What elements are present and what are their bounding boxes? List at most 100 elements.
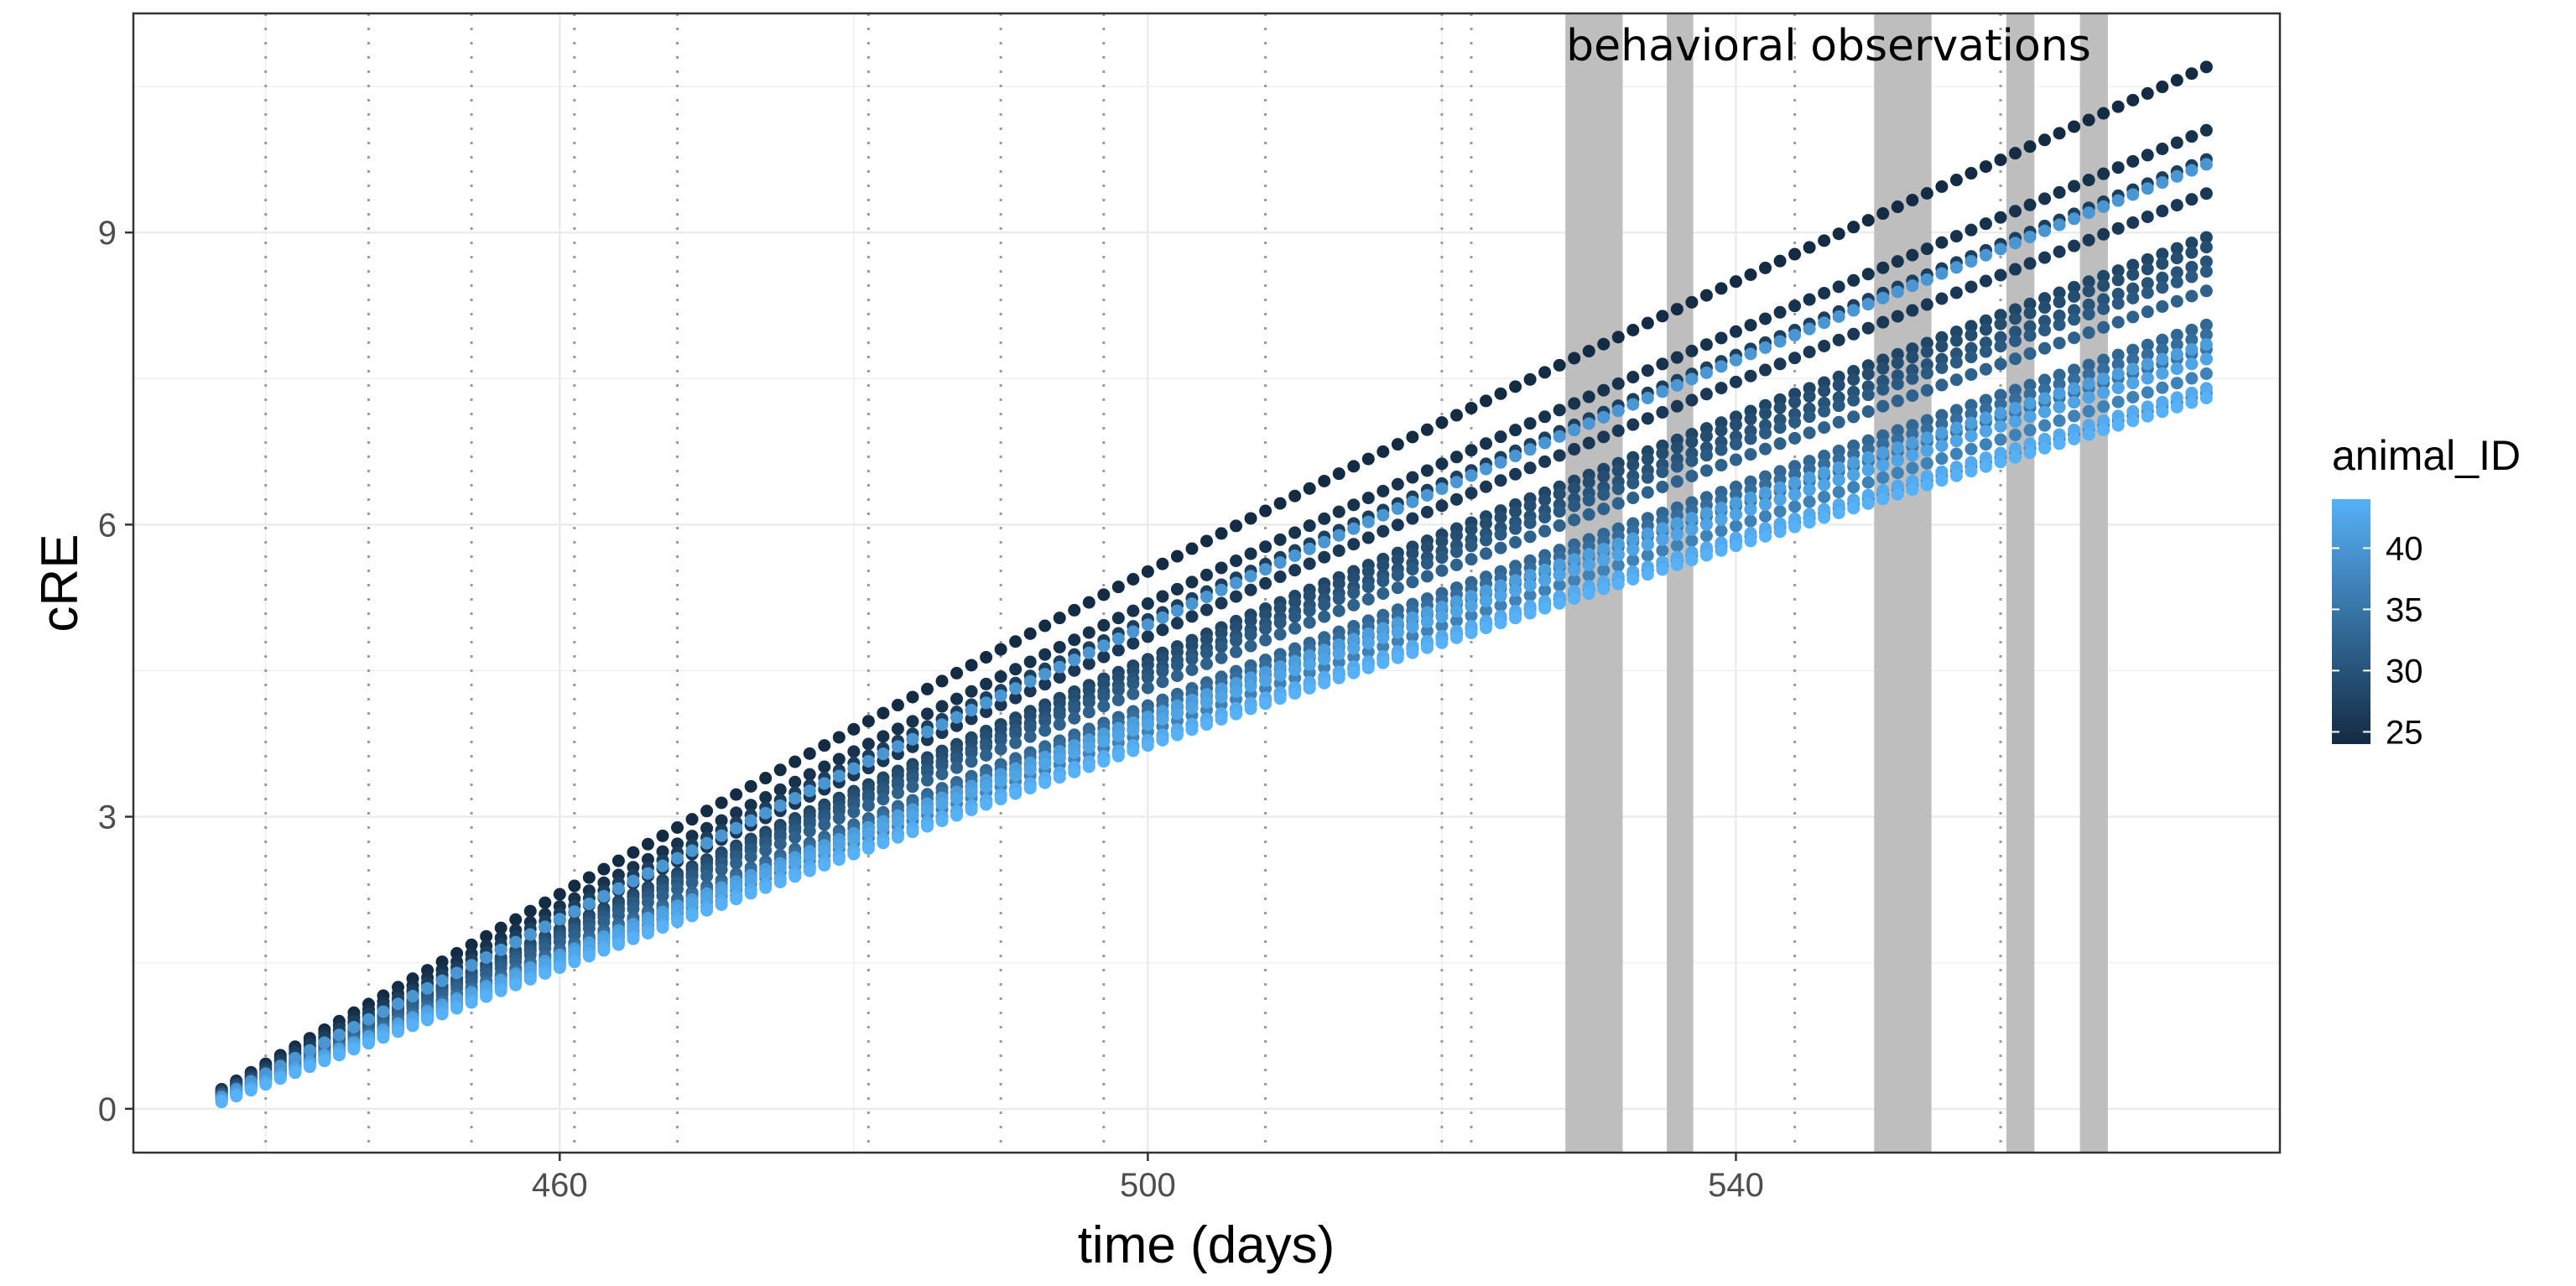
- data-point: [2082, 206, 2095, 220]
- data-point: [965, 659, 978, 672]
- data-point: [2156, 395, 2169, 409]
- data-point: [2141, 409, 2154, 423]
- data-point: [1215, 712, 1228, 726]
- data-point: [1965, 430, 1978, 443]
- data-point: [1420, 464, 1434, 477]
- data-point: [2170, 347, 2183, 361]
- data-point: [744, 850, 757, 863]
- data-point: [2141, 400, 2154, 414]
- data-point: [1053, 708, 1066, 721]
- data-point: [1141, 739, 1154, 752]
- data-point: [877, 820, 890, 834]
- data-point: [1626, 554, 1640, 567]
- data-point: [1538, 563, 1552, 576]
- data-point: [994, 793, 1007, 806]
- data-point: [700, 903, 714, 917]
- data-point: [2038, 224, 2052, 237]
- data-point: [1509, 612, 1522, 625]
- data-point: [1230, 576, 1243, 590]
- data-point: [1273, 692, 1287, 705]
- data-point: [1994, 357, 2007, 371]
- data-point: [1656, 357, 1669, 371]
- data-point: [1626, 323, 1640, 336]
- data-point: [1553, 558, 1566, 571]
- data-point: [1509, 522, 1522, 535]
- data-point: [2170, 362, 2183, 375]
- data-point: [1979, 336, 1992, 350]
- data-point: [1861, 497, 1875, 510]
- data-point: [1979, 345, 1992, 358]
- data-point: [1568, 397, 1581, 410]
- data-point: [1553, 487, 1566, 501]
- data-point: [2023, 397, 2037, 410]
- data-point: [1406, 611, 1419, 624]
- data-point: [1523, 443, 1537, 456]
- data-point: [2199, 318, 2213, 331]
- data-point: [230, 1090, 243, 1103]
- data-point: [1979, 362, 1992, 376]
- data-point: [1656, 446, 1669, 460]
- data-point: [1949, 469, 1963, 482]
- data-point: [1699, 366, 1713, 379]
- data-point: [582, 897, 596, 910]
- data-point: [744, 814, 757, 827]
- data-point: [1449, 409, 1463, 422]
- data-point: [1480, 534, 1493, 547]
- data-point: [1420, 488, 1434, 502]
- data-point: [450, 1002, 464, 1015]
- data-point: [1259, 697, 1272, 711]
- data-point: [1832, 506, 1845, 519]
- data-point: [1818, 234, 1831, 247]
- data-point: [2170, 391, 2183, 404]
- data-point: [1920, 345, 1933, 358]
- data-point: [1949, 325, 1963, 339]
- data-point: [1685, 554, 1699, 567]
- data-point: [1391, 553, 1404, 566]
- data-point: [1626, 371, 1640, 384]
- data-point: [994, 689, 1007, 702]
- data-point: [1244, 628, 1257, 642]
- data-point: [1465, 469, 1478, 482]
- data-point: [1509, 574, 1522, 587]
- data-point: [1832, 378, 1845, 392]
- data-point: [1582, 417, 1595, 430]
- data-point: [1361, 581, 1375, 594]
- data-point: [2009, 415, 2022, 429]
- data-point: [1861, 405, 1875, 419]
- data-point: [2009, 383, 2022, 397]
- data-point: [1641, 391, 1654, 404]
- data-point: [877, 836, 890, 850]
- data-point: [1156, 675, 1169, 689]
- data-point: [1699, 464, 1713, 477]
- data-point: [2156, 343, 2169, 357]
- data-point: [2053, 377, 2066, 391]
- data-point: [2068, 313, 2081, 326]
- data-point: [1861, 451, 1875, 465]
- data-point: [1038, 715, 1052, 728]
- data-point: [1876, 492, 1890, 506]
- data-point: [1009, 737, 1023, 750]
- data-point: [1406, 621, 1419, 634]
- data-point: [2009, 303, 2022, 316]
- data-point: [1494, 474, 1507, 487]
- data-point: [1318, 550, 1331, 564]
- data-point: [2038, 324, 2052, 337]
- data-point: [2156, 367, 2169, 380]
- data-point: [2053, 368, 2066, 382]
- data-point: [847, 805, 861, 819]
- data-point: [627, 932, 640, 945]
- data-point: [1347, 586, 1361, 600]
- data-point: [1082, 646, 1095, 659]
- data-point: [1097, 690, 1111, 703]
- data-point: [1259, 674, 1272, 688]
- data-point: [700, 892, 714, 905]
- data-point: [1832, 227, 1845, 241]
- data-point: [1906, 351, 1919, 364]
- data-point: [1729, 539, 1742, 553]
- data-point: [1582, 569, 1595, 582]
- data-point: [1273, 669, 1287, 682]
- data-point: [1480, 437, 1493, 450]
- data-point: [1773, 525, 1787, 539]
- data-point: [1259, 633, 1272, 647]
- data-point: [1141, 671, 1154, 685]
